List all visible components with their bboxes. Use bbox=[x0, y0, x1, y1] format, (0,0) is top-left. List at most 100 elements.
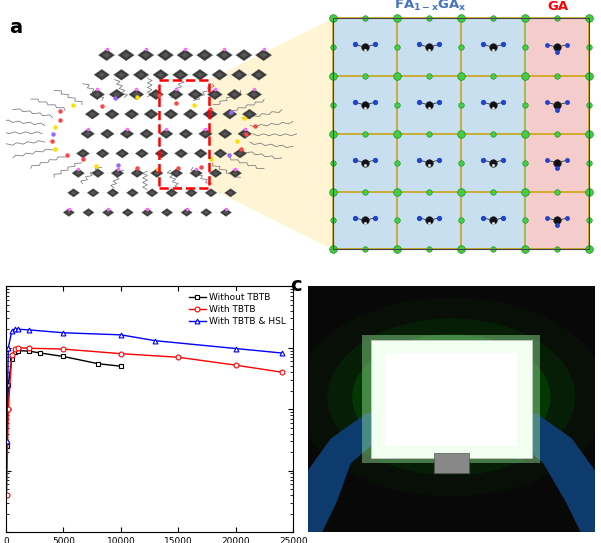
With TBTB bbox=[11, 346, 19, 352]
Polygon shape bbox=[152, 92, 160, 97]
Polygon shape bbox=[234, 149, 246, 158]
With TBTB & HSL bbox=[8, 328, 16, 334]
Polygon shape bbox=[198, 151, 204, 156]
Polygon shape bbox=[183, 109, 198, 119]
Polygon shape bbox=[162, 52, 169, 58]
Bar bbox=[159, 80, 209, 188]
Polygon shape bbox=[108, 111, 115, 117]
Polygon shape bbox=[192, 92, 199, 97]
Polygon shape bbox=[145, 211, 150, 214]
Bar bbox=[333, 18, 528, 249]
Polygon shape bbox=[131, 169, 144, 178]
Polygon shape bbox=[188, 89, 203, 100]
Line: With TBTB & HSL: With TBTB & HSL bbox=[4, 326, 284, 444]
Without TBTB bbox=[37, 350, 44, 356]
Polygon shape bbox=[202, 131, 209, 136]
Polygon shape bbox=[203, 109, 218, 119]
Polygon shape bbox=[222, 131, 228, 136]
Polygon shape bbox=[133, 70, 149, 80]
Polygon shape bbox=[183, 131, 189, 136]
Polygon shape bbox=[181, 209, 192, 217]
Without TBTB bbox=[94, 361, 102, 367]
With TBTB & HSL bbox=[5, 344, 12, 351]
Without TBTB bbox=[3, 443, 10, 450]
Without TBTB bbox=[117, 363, 124, 369]
Bar bbox=[434, 453, 469, 473]
Polygon shape bbox=[247, 89, 261, 100]
Polygon shape bbox=[255, 72, 263, 78]
Polygon shape bbox=[188, 191, 194, 195]
Polygon shape bbox=[95, 171, 101, 175]
Polygon shape bbox=[86, 211, 91, 214]
Bar bbox=[385, 352, 517, 446]
Polygon shape bbox=[190, 169, 203, 178]
Polygon shape bbox=[114, 70, 129, 80]
Ellipse shape bbox=[328, 319, 575, 475]
Polygon shape bbox=[251, 92, 258, 97]
Polygon shape bbox=[139, 151, 145, 156]
With TBTB bbox=[278, 369, 285, 375]
Polygon shape bbox=[157, 49, 174, 61]
Polygon shape bbox=[116, 149, 129, 158]
Polygon shape bbox=[151, 169, 163, 178]
Polygon shape bbox=[148, 89, 163, 100]
Polygon shape bbox=[246, 111, 253, 117]
Polygon shape bbox=[114, 171, 121, 175]
Polygon shape bbox=[210, 169, 222, 178]
Polygon shape bbox=[100, 129, 114, 138]
With TBTB & HSL bbox=[11, 325, 19, 332]
Polygon shape bbox=[124, 109, 139, 119]
Polygon shape bbox=[208, 191, 214, 195]
Polygon shape bbox=[196, 72, 204, 78]
Polygon shape bbox=[159, 129, 173, 138]
Polygon shape bbox=[187, 111, 194, 117]
With TBTB & HSL bbox=[25, 327, 32, 333]
Polygon shape bbox=[166, 188, 178, 197]
With TBTB & HSL bbox=[60, 330, 67, 336]
Polygon shape bbox=[251, 70, 267, 80]
Polygon shape bbox=[135, 149, 148, 158]
Polygon shape bbox=[99, 151, 106, 156]
Polygon shape bbox=[217, 151, 224, 156]
Polygon shape bbox=[199, 129, 212, 138]
Polygon shape bbox=[201, 209, 212, 217]
Polygon shape bbox=[105, 109, 119, 119]
Polygon shape bbox=[90, 89, 105, 100]
Polygon shape bbox=[107, 188, 119, 197]
Polygon shape bbox=[164, 109, 178, 119]
Polygon shape bbox=[70, 191, 76, 195]
Polygon shape bbox=[113, 92, 120, 97]
Polygon shape bbox=[84, 131, 91, 136]
Polygon shape bbox=[221, 52, 228, 58]
Polygon shape bbox=[94, 70, 109, 80]
Polygon shape bbox=[201, 52, 209, 58]
Polygon shape bbox=[92, 169, 104, 178]
Polygon shape bbox=[205, 188, 217, 197]
Line: With TBTB: With TBTB bbox=[4, 345, 284, 497]
Polygon shape bbox=[240, 52, 248, 58]
Without TBTB bbox=[25, 348, 32, 355]
Polygon shape bbox=[126, 188, 138, 197]
Polygon shape bbox=[232, 171, 239, 175]
Polygon shape bbox=[87, 188, 99, 197]
Polygon shape bbox=[177, 72, 185, 78]
Polygon shape bbox=[153, 70, 168, 80]
Ellipse shape bbox=[352, 334, 551, 459]
Polygon shape bbox=[184, 211, 189, 214]
Polygon shape bbox=[119, 151, 126, 156]
Polygon shape bbox=[98, 72, 106, 78]
Polygon shape bbox=[125, 211, 130, 214]
Polygon shape bbox=[212, 70, 227, 80]
Without TBTB bbox=[60, 353, 67, 360]
Polygon shape bbox=[142, 52, 150, 58]
Without TBTB bbox=[14, 348, 21, 354]
Polygon shape bbox=[93, 92, 101, 97]
Polygon shape bbox=[207, 111, 214, 117]
Polygon shape bbox=[204, 211, 209, 214]
Polygon shape bbox=[216, 72, 224, 78]
Polygon shape bbox=[211, 92, 219, 97]
Polygon shape bbox=[155, 149, 168, 158]
Bar bbox=[371, 340, 532, 458]
Ellipse shape bbox=[398, 363, 504, 431]
Polygon shape bbox=[220, 209, 231, 217]
